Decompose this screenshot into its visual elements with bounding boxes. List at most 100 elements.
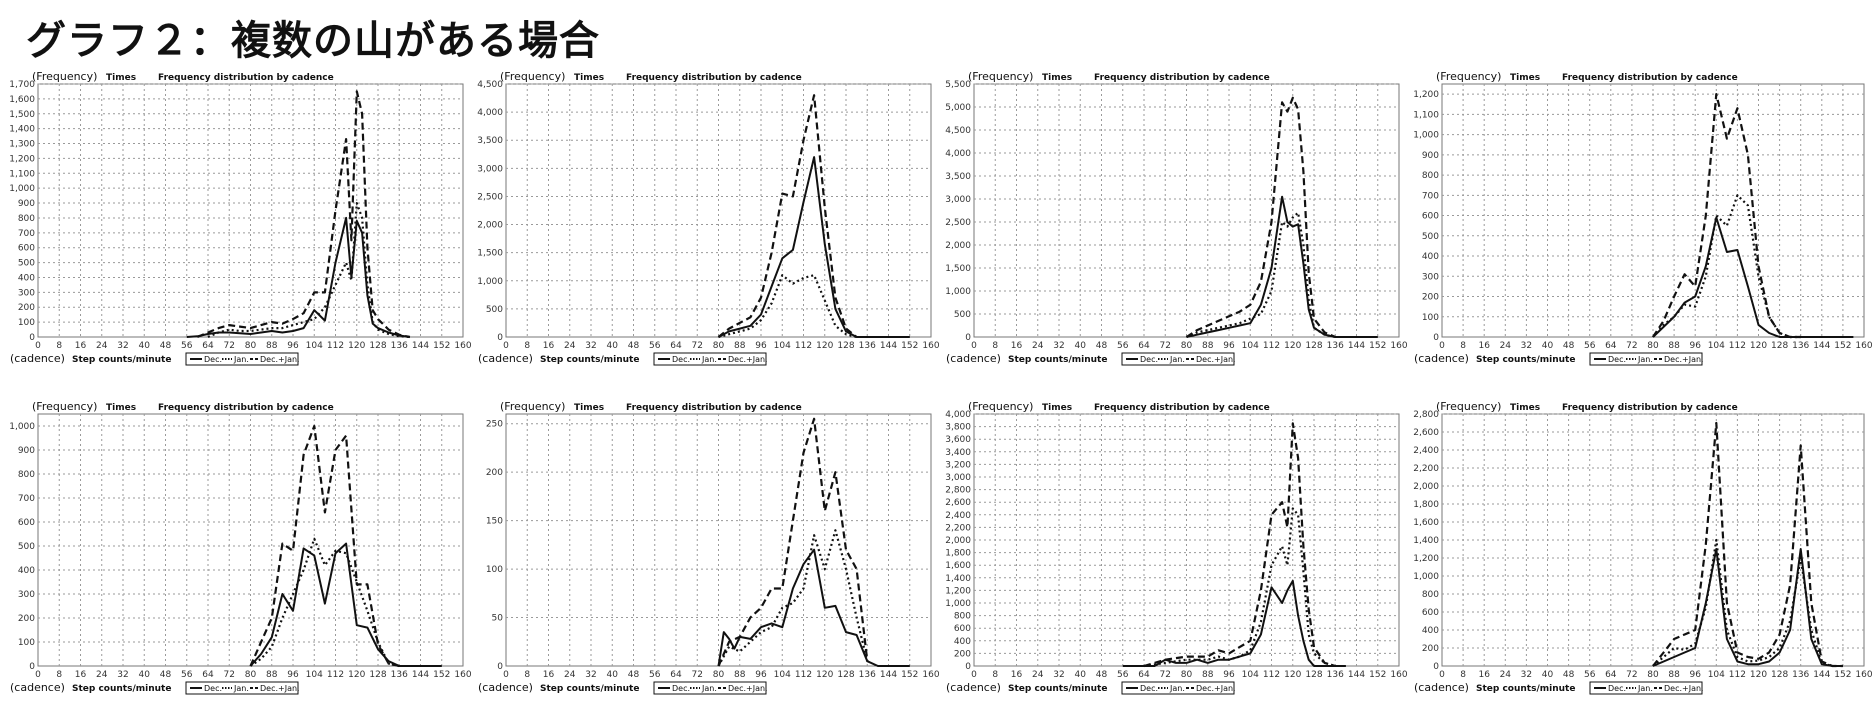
y-tick-label: 2,000 <box>945 536 971 546</box>
x-tick-label: 80 <box>245 341 257 351</box>
legend-item: Dec. <box>204 684 222 693</box>
y-tick-label: 800 <box>1422 171 1439 181</box>
legend-item: Jan. <box>233 355 249 364</box>
x-tick-label: 136 <box>1792 670 1809 680</box>
x-tick-label: 72 <box>1160 341 1171 351</box>
x-tick-label: 24 <box>96 670 108 680</box>
x-tick-label: 152 <box>1369 341 1386 351</box>
legend-item: Jan. <box>1637 355 1653 364</box>
legend-item: Jan. <box>701 355 717 364</box>
y-unit-label: (Frequency) <box>500 400 565 413</box>
x-tick-label: 0 <box>503 670 509 680</box>
series-line-dec-jan- <box>1652 93 1801 339</box>
x-tick-label: 128 <box>369 341 386 351</box>
y-tick-label: 1,100 <box>9 169 35 179</box>
x-tick-label: 120 <box>1284 670 1301 680</box>
y-tick-label: 4,500 <box>945 126 971 136</box>
x-tick-label: 88 <box>1668 670 1680 680</box>
legend-item: Dec.+Jan. <box>1196 684 1236 693</box>
legend-item: Jan. <box>233 684 249 693</box>
y-tick-label: 1,000 <box>945 599 971 609</box>
chart-panel-3: (Frequency) Times Frequency distribution b… <box>936 68 1411 385</box>
y-tick-label: 400 <box>954 637 971 647</box>
legend-item: Dec. <box>672 684 690 693</box>
x-tick-label: 112 <box>327 341 344 351</box>
y-tick-label: 600 <box>1422 608 1439 618</box>
y-tick-label: 2,500 <box>477 192 503 202</box>
y-tick-label: 3,400 <box>945 448 971 458</box>
chart-title: Frequency distribution by cadence <box>158 403 334 413</box>
y-tick-label: 500 <box>18 542 35 552</box>
x-tick-label: 112 <box>1729 670 1746 680</box>
y-tick-label: 800 <box>18 214 35 224</box>
series-line-dec-jan- <box>249 424 400 668</box>
y-tick-label: 2,500 <box>945 218 971 228</box>
y-tick-label: 200 <box>18 303 35 313</box>
x-tick-label: 96 <box>287 670 299 680</box>
x-tick-label: 104 <box>1708 341 1725 351</box>
x-tick-label: 160 <box>1390 670 1407 680</box>
series-line-dec- <box>1186 195 1378 338</box>
chart-7: (Frequency) Times Frequency distribution b… <box>945 400 1408 695</box>
y-unit-label: (Frequency) <box>1436 400 1501 413</box>
x-tick-label: 64 <box>1605 341 1617 351</box>
x-tick-label: 112 <box>795 670 812 680</box>
y-tick-label: 200 <box>486 468 503 478</box>
x-tick-label: 0 <box>1439 341 1445 351</box>
y-tick-label: 3,000 <box>945 195 971 205</box>
y-tick-label: 5,500 <box>945 80 971 90</box>
series-line-dec- <box>1652 216 1854 338</box>
x-tick-label: 64 <box>1138 341 1150 351</box>
series-line-dec-jan- <box>717 94 858 338</box>
x-unit-label: (cadence) <box>478 352 533 365</box>
chart-3: (Frequency) Times Frequency distribution b… <box>945 70 1408 366</box>
x-tick-label: 16 <box>1011 341 1023 351</box>
chart-panel-7: (Frequency) Times Frequency distribution b… <box>936 398 1411 714</box>
x-tick-label: 120 <box>348 341 365 351</box>
page-title: グラフ２：複数の山がある場合 <box>26 18 600 64</box>
series-line-jan- <box>717 529 869 667</box>
x-tick-label: 88 <box>734 341 746 351</box>
x-tick-label: 144 <box>412 670 429 680</box>
x-tick-label: 152 <box>1834 341 1851 351</box>
y-tick-label: 1,500 <box>945 264 971 274</box>
y-tick-label: 100 <box>486 565 503 575</box>
x-axis-label: Step counts/minute <box>540 355 639 365</box>
x-tick-label: 152 <box>901 341 918 351</box>
chart-title: Frequency distribution by cadence <box>1094 73 1270 83</box>
y-unit-label: (Frequency) <box>968 70 1033 83</box>
x-tick-label: 120 <box>1750 341 1767 351</box>
y-tick-label: 1,000 <box>945 287 971 297</box>
x-tick-label: 80 <box>713 670 725 680</box>
x-tick-label: 88 <box>734 670 746 680</box>
x-tick-label: 80 <box>1647 670 1659 680</box>
x-tick-label: 72 <box>224 341 235 351</box>
x-tick-label: 104 <box>1242 341 1259 351</box>
y-tick-label: 300 <box>18 590 35 600</box>
x-unit-label: (cadence) <box>10 681 65 694</box>
x-tick-label: 160 <box>1855 670 1872 680</box>
y-tick-label: 1,600 <box>945 561 971 571</box>
x-tick-label: 56 <box>181 341 193 351</box>
x-tick-label: 48 <box>160 341 172 351</box>
legend-item: Dec.+Jan. <box>728 684 768 693</box>
x-tick-label: 48 <box>1563 670 1575 680</box>
series-line-dec-jan- <box>1652 421 1843 668</box>
x-tick-label: 104 <box>774 341 791 351</box>
legend-item: Dec.+Jan. <box>260 684 300 693</box>
y-tick-label: 0 <box>497 662 503 672</box>
x-tick-label: 48 <box>1096 670 1108 680</box>
y-tick-label: 400 <box>1422 626 1439 636</box>
y-tick-label: 0 <box>1433 662 1439 672</box>
legend-item: Dec.+Jan. <box>728 355 768 364</box>
y-tick-label: 800 <box>954 612 971 622</box>
x-tick-label: 128 <box>837 670 854 680</box>
x-tick-label: 40 <box>607 341 619 351</box>
x-tick-label: 144 <box>412 341 429 351</box>
y-tick-label: 500 <box>1422 232 1439 242</box>
y-tick-label: 0 <box>965 662 971 672</box>
x-tick-label: 160 <box>922 341 939 351</box>
y-tick-label: 1,400 <box>1413 536 1439 546</box>
legend-box <box>1589 681 1703 695</box>
x-tick-label: 136 <box>859 670 876 680</box>
